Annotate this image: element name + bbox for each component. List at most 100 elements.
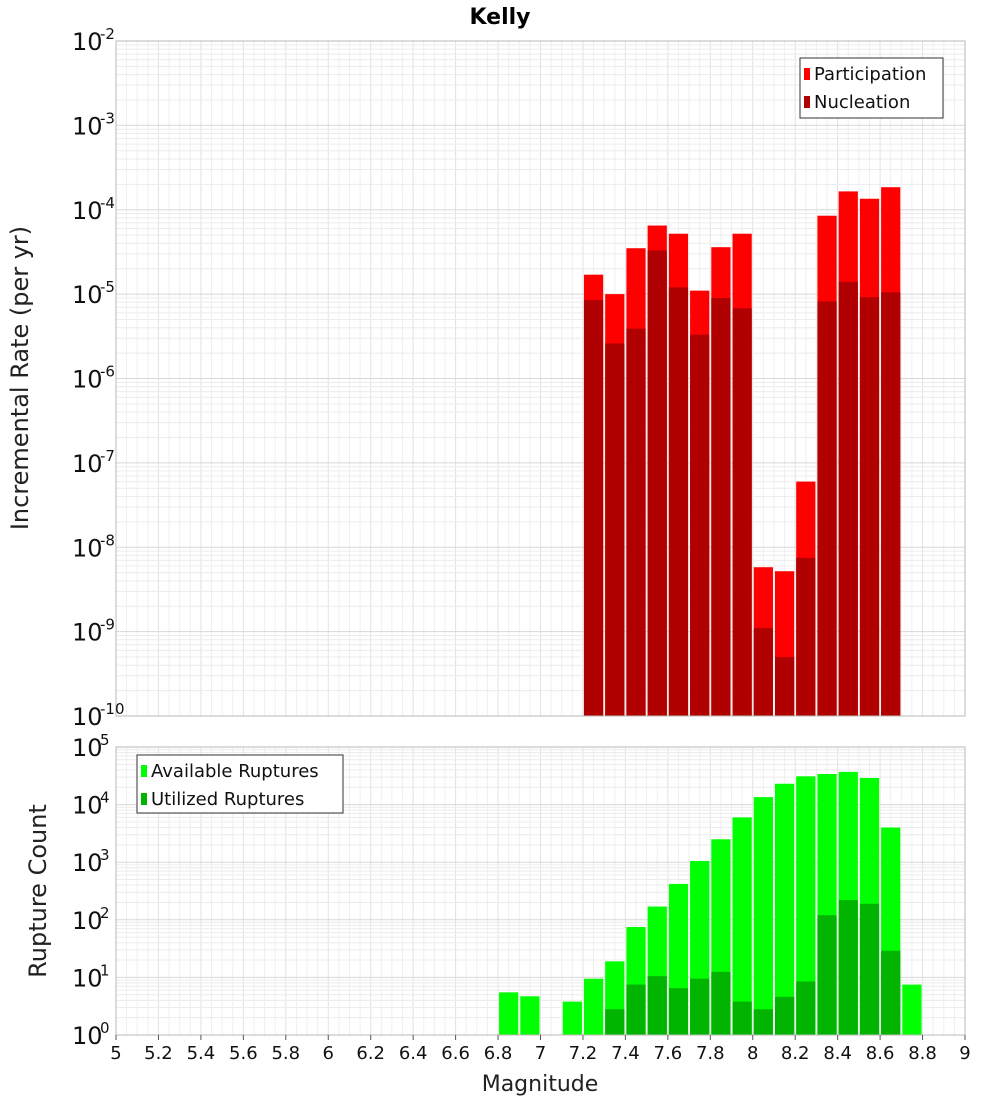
x-tick-label: 5.8 [271, 1043, 300, 1064]
y-tick-exponent: 1 [100, 961, 110, 979]
y-tick-label: 10 [72, 619, 103, 647]
bar [817, 915, 837, 1035]
x-tick-label: 9 [959, 1043, 970, 1064]
bar [732, 1001, 752, 1035]
bar [753, 1009, 773, 1035]
y-tick-exponent: 0 [100, 1019, 110, 1037]
legend: Available Ruptures Utilized Ruptures [136, 754, 344, 814]
x-tick-label: 5.2 [144, 1043, 173, 1064]
x-tick-label: 5.4 [187, 1043, 216, 1064]
bar [753, 797, 773, 1035]
bar [732, 817, 752, 1035]
x-tick-label: 7 [535, 1043, 546, 1064]
y-tick-exponent: 5 [100, 731, 110, 749]
series-nucleation [583, 250, 901, 717]
y-tick-exponent: -8 [100, 531, 115, 549]
y-tick-label: 10 [72, 534, 103, 562]
y-tick-exponent: 2 [100, 904, 110, 922]
y-tick-exponent: -9 [100, 616, 115, 634]
y-axis-label: Rupture Count [24, 804, 52, 978]
y-tick-label: 10 [72, 792, 103, 820]
y-tick-label: 10 [72, 366, 103, 394]
bar [647, 976, 667, 1035]
x-tick-label: 6.6 [441, 1043, 470, 1064]
series-utilized-ruptures [605, 900, 901, 1035]
y-tick-exponent: 3 [100, 846, 110, 864]
y-tick-label: 10 [72, 450, 103, 478]
x-tick-label: 8.4 [823, 1043, 852, 1064]
y-tick-label: 10 [72, 907, 103, 935]
bar [690, 334, 710, 716]
y-tick-label: 10 [72, 197, 103, 225]
bar [711, 971, 731, 1035]
legend: Participation Nucleation [799, 57, 944, 119]
x-tick-label: 7.4 [611, 1043, 640, 1064]
bar [690, 978, 710, 1035]
bar [838, 281, 858, 716]
y-tick-exponent: -5 [100, 278, 115, 296]
y-tick-label: 10 [72, 1022, 103, 1050]
bar [520, 996, 540, 1035]
y-tick-exponent: -6 [100, 363, 115, 381]
legend-swatch [141, 793, 147, 805]
bar [859, 903, 880, 1035]
bar [796, 776, 816, 1035]
y-tick-label: 10 [72, 734, 103, 762]
legend-box [799, 57, 944, 119]
bar [796, 557, 816, 716]
bar [881, 950, 901, 1035]
bar [732, 308, 752, 716]
bar [838, 900, 858, 1035]
bar [711, 297, 731, 716]
bar [499, 992, 519, 1035]
x-axis-label: Magnitude [482, 1072, 599, 1097]
bar [817, 301, 837, 716]
y-tick-exponent: -10 [100, 700, 125, 718]
legend-box [136, 754, 344, 814]
x-tick-label: 8 [747, 1043, 758, 1064]
y-tick-label: 10 [72, 964, 103, 992]
grid [115, 41, 966, 717]
y-tick-label: 10 [72, 112, 103, 140]
legend-entry: Nucleation [814, 92, 910, 113]
bar [774, 996, 795, 1035]
y-tick-exponent: -3 [100, 109, 115, 127]
y-tick-exponent: -2 [100, 25, 115, 43]
x-tick-label: 5.6 [229, 1043, 258, 1064]
bar [796, 981, 816, 1035]
bar [774, 783, 795, 1035]
y-tick-label: 10 [72, 28, 103, 56]
bar [583, 300, 604, 716]
plot-frame [115, 40, 966, 717]
x-tick-label: 7.6 [654, 1043, 683, 1064]
bar [647, 250, 667, 717]
legend-entry: Participation [814, 64, 926, 85]
x-tick-label: 7.8 [696, 1043, 725, 1064]
x-tick-label: 7.2 [569, 1043, 598, 1064]
chart-title: Kelly [469, 5, 530, 30]
bar [626, 984, 646, 1035]
bar [605, 343, 625, 716]
y-tick-exponent: -7 [100, 447, 115, 465]
x-tick-label: 6.2 [356, 1043, 385, 1064]
x-tick-label: 6.4 [399, 1043, 428, 1064]
bar [626, 328, 646, 716]
x-tick-label: 8.6 [866, 1043, 895, 1064]
bar [881, 292, 901, 716]
x-tick-label: 8.2 [781, 1043, 810, 1064]
y-tick-exponent: -4 [100, 194, 115, 212]
legend-entry: Available Ruptures [151, 761, 319, 782]
bar [668, 988, 689, 1035]
x-axis: 5 5.2 5.4 5.6 5.8 6 6.2 6.4 6.6 6.8 7 7.2 7.4 7.6 7.8 8… [110, 1035, 971, 1064]
legend-entry: Utilized Ruptures [151, 789, 304, 810]
x-tick-label: 6.8 [484, 1043, 513, 1064]
bar [902, 984, 922, 1035]
legend-swatch [804, 68, 810, 80]
y-tick-exponent: 4 [100, 789, 110, 807]
x-tick-label: 8.8 [908, 1043, 937, 1064]
y-tick-label: 10 [72, 703, 103, 731]
legend-swatch [804, 96, 810, 108]
bar [583, 978, 604, 1035]
